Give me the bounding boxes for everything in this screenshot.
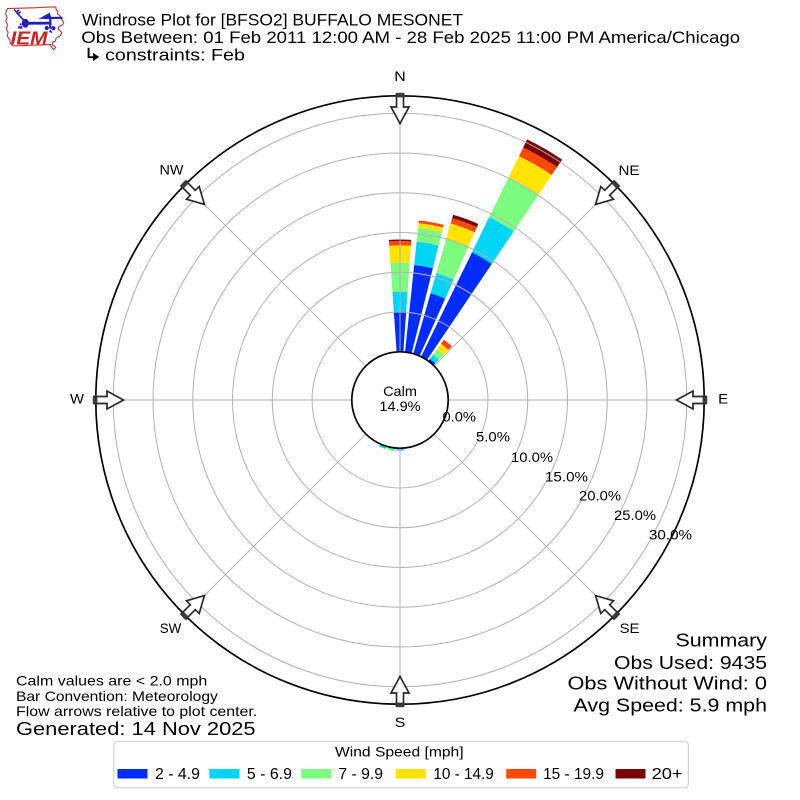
svg-text:Flow arrows relative to plot c: Flow arrows relative to plot center. [16, 703, 257, 719]
svg-text:7 - 9.9: 7 - 9.9 [338, 766, 383, 783]
svg-text:20+: 20+ [652, 766, 683, 783]
svg-text:W: W [70, 391, 85, 407]
svg-text:15 - 19.9: 15 - 19.9 [543, 766, 604, 783]
svg-text:Obs Without Wind: 0: Obs Without Wind: 0 [568, 674, 768, 694]
svg-text:10 - 14.9: 10 - 14.9 [433, 766, 493, 783]
svg-text:5.0%: 5.0% [476, 429, 510, 445]
svg-text:Obs Between: 01 Feb 2011 12:00: Obs Between: 01 Feb 2011 12:00 AM - 28 F… [81, 29, 740, 47]
svg-text:Bar Convention: Meteorology: Bar Convention: Meteorology [16, 688, 218, 704]
svg-text:Calm: Calm [383, 383, 417, 399]
svg-text:E: E [718, 391, 728, 407]
svg-text:10.0%: 10.0% [511, 449, 553, 465]
svg-text:15.0%: 15.0% [545, 468, 588, 484]
svg-text:0.0%: 0.0% [443, 408, 477, 424]
svg-text:Calm values are < 2.0 mph: Calm values are < 2.0 mph [16, 673, 207, 689]
svg-text:N: N [394, 68, 406, 84]
svg-text:Obs Used: 9435: Obs Used: 9435 [614, 653, 767, 673]
svg-text:IEM: IEM [11, 29, 49, 49]
svg-text:20.0%: 20.0% [579, 487, 621, 503]
svg-text:30.0%: 30.0% [649, 526, 692, 542]
svg-text:14.9%: 14.9% [379, 398, 420, 414]
svg-text:25.0%: 25.0% [614, 507, 656, 523]
svg-text:NW: NW [160, 162, 185, 178]
svg-text:S: S [395, 714, 406, 730]
svg-text:5 - 6.9: 5 - 6.9 [247, 766, 292, 783]
svg-text:SE: SE [620, 620, 640, 636]
svg-text:NE: NE [619, 162, 640, 178]
svg-text:Summary: Summary [676, 630, 768, 650]
svg-text:Generated: 14 Nov 2025: Generated: 14 Nov 2025 [16, 718, 256, 739]
svg-text:2 - 4.9: 2 - 4.9 [155, 766, 200, 783]
svg-text:Windrose Plot for [BFSO2] BUFF: Windrose Plot for [BFSO2] BUFFALO MESONE… [82, 11, 463, 29]
svg-text:Wind Speed [mph]: Wind Speed [mph] [335, 744, 464, 760]
svg-text:constraints: Feb: constraints: Feb [105, 46, 245, 64]
svg-text:SW: SW [160, 620, 182, 636]
svg-text:Avg Speed: 5.9 mph: Avg Speed: 5.9 mph [574, 696, 768, 716]
